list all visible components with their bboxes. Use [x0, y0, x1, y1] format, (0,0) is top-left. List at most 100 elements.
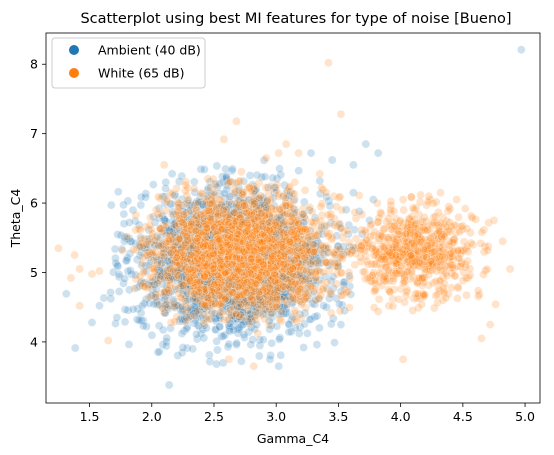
data-point	[269, 183, 279, 193]
data-point	[320, 244, 330, 253]
data-point	[275, 273, 285, 283]
data-point	[269, 240, 279, 250]
data-point	[239, 209, 249, 218]
data-point	[162, 341, 171, 351]
data-point	[205, 199, 215, 209]
data-point	[160, 215, 169, 224]
data-point	[228, 300, 238, 310]
data-point	[220, 291, 229, 301]
data-point	[311, 256, 321, 266]
data-point	[223, 225, 233, 234]
data-point	[316, 246, 326, 255]
data-point	[328, 314, 338, 323]
data-point	[277, 206, 286, 215]
data-point	[215, 322, 224, 332]
data-point	[269, 256, 279, 265]
data-point	[462, 290, 471, 300]
data-point	[214, 195, 224, 204]
data-point	[275, 276, 284, 286]
data-point	[252, 211, 262, 221]
data-point	[224, 236, 233, 245]
data-point	[285, 237, 294, 247]
data-point	[226, 191, 236, 201]
data-point	[296, 213, 306, 223]
data-point	[208, 276, 217, 285]
data-point	[310, 276, 320, 285]
data-point	[186, 217, 196, 227]
data-point	[271, 186, 281, 195]
data-point	[250, 221, 259, 231]
data-point	[388, 301, 398, 311]
data-point	[136, 200, 146, 210]
data-point	[290, 264, 300, 274]
data-point	[254, 287, 264, 297]
data-point	[280, 282, 289, 292]
data-point	[338, 233, 348, 243]
data-point	[236, 176, 245, 186]
data-point	[207, 204, 216, 213]
data-point	[156, 241, 165, 251]
data-point	[268, 258, 278, 267]
data-point	[260, 246, 270, 256]
data-point	[179, 326, 189, 336]
data-point	[408, 306, 418, 315]
data-point	[207, 284, 216, 293]
data-point	[251, 294, 261, 303]
data-point	[278, 254, 288, 264]
data-point	[157, 239, 167, 248]
data-point	[209, 286, 219, 296]
data-point	[236, 294, 245, 303]
data-point	[117, 244, 127, 254]
data-point	[281, 262, 291, 272]
data-point	[157, 259, 166, 269]
data-point	[130, 284, 139, 293]
data-point	[200, 280, 210, 290]
data-point	[225, 233, 234, 242]
data-point	[247, 257, 256, 267]
data-point	[372, 198, 382, 208]
data-point	[189, 318, 199, 328]
data-point	[288, 294, 298, 303]
data-point	[429, 303, 439, 313]
data-point	[290, 261, 299, 271]
data-point	[168, 273, 177, 282]
data-point	[221, 294, 230, 304]
data-point	[270, 240, 279, 250]
data-point	[236, 210, 245, 220]
data-point	[170, 303, 179, 312]
data-point	[233, 261, 243, 271]
data-point	[251, 184, 261, 194]
data-point	[345, 303, 354, 312]
data-point	[312, 258, 321, 268]
data-point	[265, 324, 274, 334]
data-point	[270, 288, 279, 298]
data-point	[164, 290, 173, 300]
data-point	[290, 217, 299, 227]
data-point	[213, 268, 223, 277]
data-point	[189, 288, 199, 298]
data-point	[200, 258, 209, 268]
data-point	[242, 274, 252, 284]
data-point	[179, 267, 188, 276]
data-point	[200, 215, 209, 224]
data-point	[312, 311, 322, 321]
data-point	[258, 245, 268, 254]
data-point	[248, 335, 257, 344]
data-point	[188, 278, 197, 288]
data-point	[199, 333, 209, 343]
data-point	[189, 263, 198, 273]
data-point	[161, 288, 170, 297]
data-point	[167, 245, 176, 254]
data-point	[209, 247, 218, 256]
data-point	[241, 261, 250, 271]
data-point	[270, 269, 279, 279]
data-point	[206, 263, 216, 272]
data-point	[265, 283, 275, 293]
data-point	[467, 213, 477, 223]
data-point	[229, 294, 238, 304]
data-point	[192, 197, 201, 206]
data-point	[204, 266, 214, 276]
data-point	[225, 263, 234, 273]
data-point	[119, 209, 129, 219]
data-point	[248, 261, 257, 270]
